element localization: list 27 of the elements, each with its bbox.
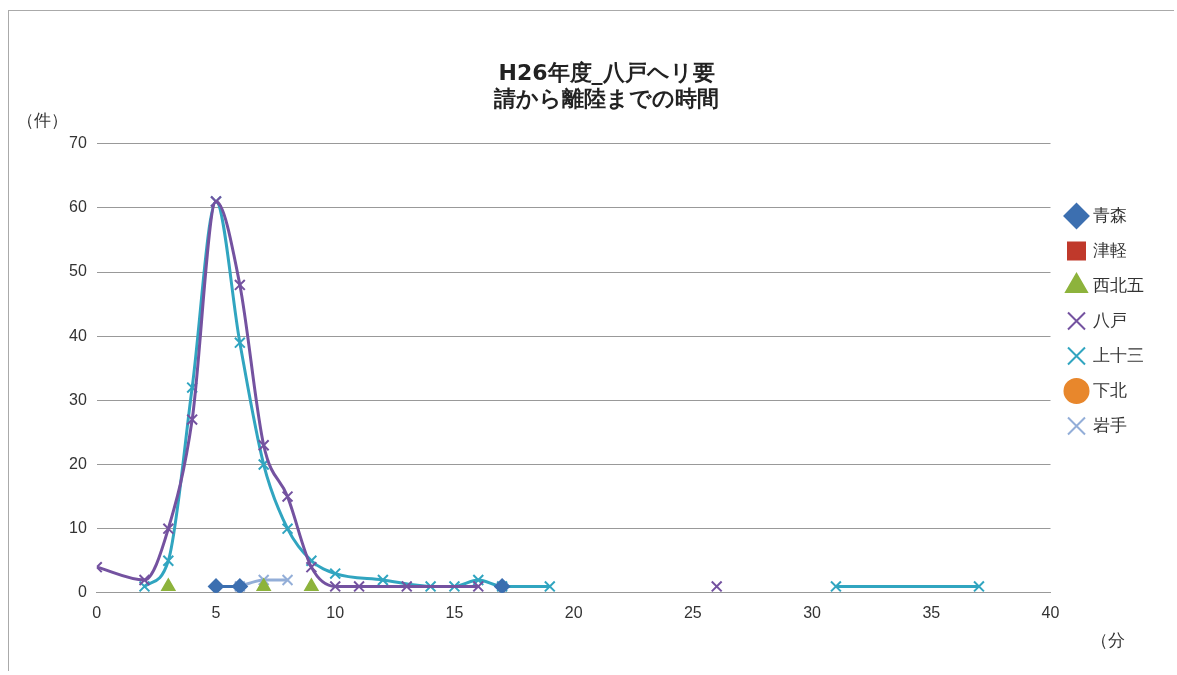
- legend-label: 岩手: [1093, 415, 1127, 435]
- legend-label: 津軽: [1093, 240, 1127, 260]
- x-tick-label: 5: [211, 603, 221, 621]
- y-tick-label: 20: [69, 454, 87, 472]
- legend-label: 上十三: [1093, 345, 1144, 365]
- y-axis-title: （件）: [16, 109, 68, 130]
- x-tick-label: 30: [803, 603, 822, 621]
- y-tick-label: 10: [69, 519, 87, 537]
- y-tick-label: 60: [69, 198, 87, 216]
- x-tick-label: 25: [683, 603, 702, 621]
- legend-label: 八戸: [1093, 310, 1127, 330]
- x-tick-label: 10: [326, 603, 345, 621]
- x-tick-label: 35: [922, 603, 941, 621]
- y-tick-label: 70: [69, 134, 87, 152]
- x-tick-label: 20: [564, 603, 583, 621]
- x-tick-label: 40: [1041, 603, 1060, 621]
- chart-title: H26年度_八戸ヘリ要請から離陸までの時間: [493, 59, 719, 112]
- legend-label: 下北: [1093, 380, 1127, 400]
- y-tick-label: 40: [69, 326, 87, 344]
- legend-label: 青森: [1093, 205, 1127, 225]
- legend-label: 西北五: [1093, 275, 1144, 295]
- y-tick-label: 30: [69, 390, 87, 408]
- y-tick-label: 50: [69, 262, 87, 280]
- x-axis-title: （分: [1090, 629, 1125, 650]
- x-tick-label: 0: [92, 603, 102, 621]
- y-tick-label: 0: [77, 583, 87, 601]
- x-tick-label: 15: [445, 603, 464, 621]
